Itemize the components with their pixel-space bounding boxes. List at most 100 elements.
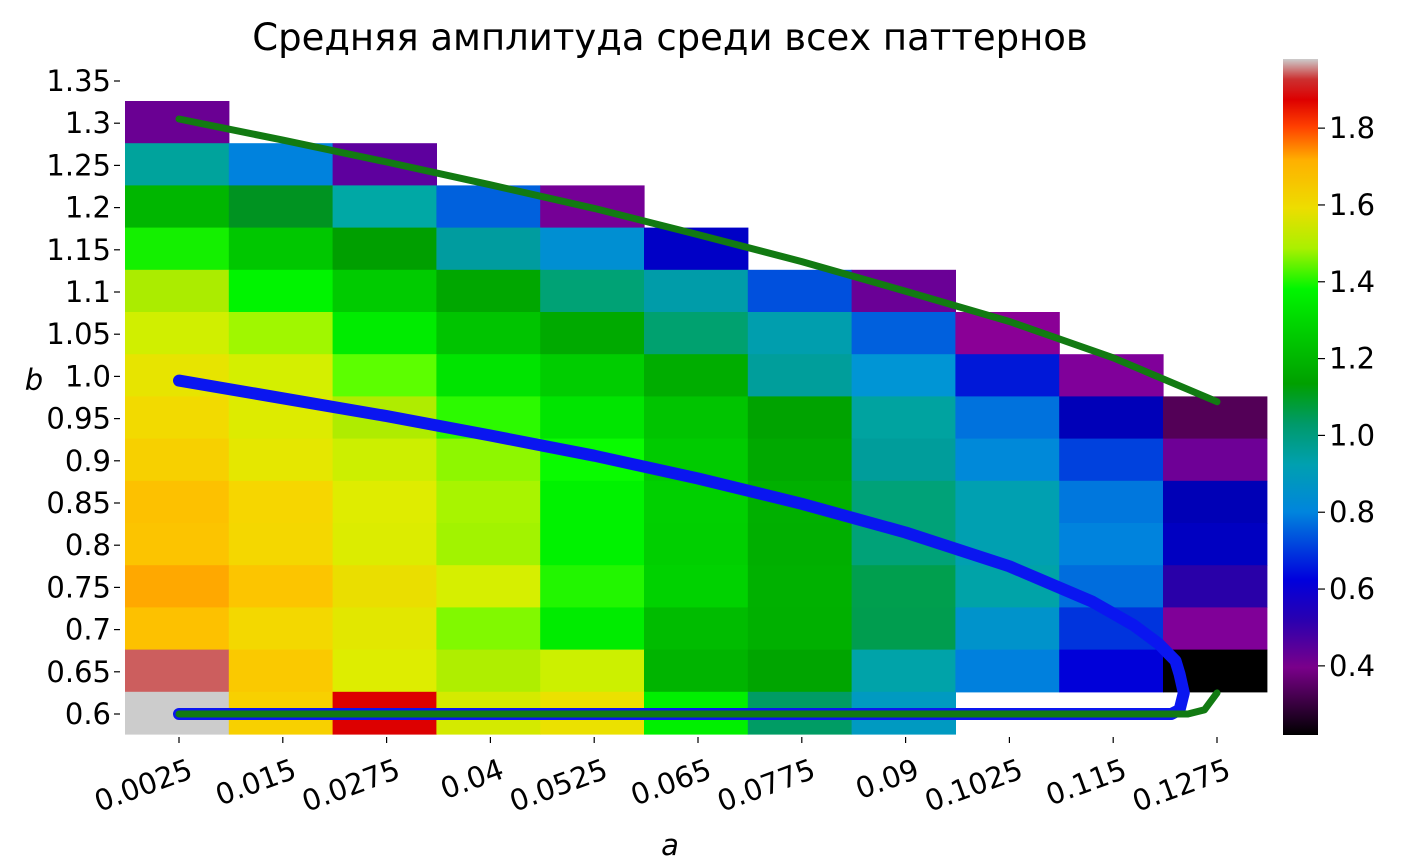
blue-curve: [173, 374, 1190, 720]
heatmap-cell: [436, 523, 541, 566]
heatmap-cell: [228, 523, 334, 566]
heatmap-cell: [540, 649, 645, 693]
heatmap-cell: [1163, 523, 1268, 566]
heatmap-cell: [125, 312, 230, 355]
colorbar-tick-label: 1.2: [1329, 342, 1375, 376]
heatmap-cell: [1059, 523, 1164, 566]
curves-layer: [173, 115, 1221, 720]
colorbar-tick-label: 0.8: [1329, 495, 1375, 529]
x-tick-label: 0.1025: [920, 752, 1027, 819]
heatmap-cell: [955, 480, 1060, 524]
heatmap-cell: [436, 312, 541, 355]
heatmap-cell: [125, 480, 230, 524]
heatmap-cell: [540, 607, 645, 651]
heatmap-cell: [540, 269, 645, 313]
heatmap-cell: [955, 438, 1060, 482]
heatmap-cell: [1059, 480, 1164, 524]
heatmap-cell: [747, 354, 853, 397]
y-tick-label: 0.65: [46, 655, 111, 689]
colorbar-tick-label: 0.6: [1329, 572, 1375, 606]
heatmap-cell: [644, 649, 749, 693]
heatmap-cell: [332, 565, 437, 608]
heatmap-cell: [125, 269, 230, 313]
heatmap-cell: [125, 438, 230, 482]
heatmap-cell: [125, 607, 230, 651]
heatmap-cell: [747, 607, 853, 651]
x-tick-label: 0.0525: [505, 752, 612, 819]
heatmap-cell: [851, 649, 956, 693]
heatmap-cell: [125, 523, 230, 566]
heatmap-cell: [747, 649, 853, 693]
heatmap-cell: [540, 523, 645, 566]
heatmap-cell: [1059, 354, 1164, 397]
heatmap-cell: [332, 269, 437, 313]
colorbar: [1283, 59, 1318, 735]
colorbar-tick-label: 0.4: [1329, 649, 1375, 683]
heatmap-cell: [228, 227, 334, 271]
heatmap-cell: [1059, 396, 1164, 440]
heatmap-cell: [747, 438, 853, 482]
heatmap-cell: [747, 565, 853, 608]
colorbar-tick-label: 1.0: [1329, 418, 1375, 452]
heatmap-cell: [644, 523, 749, 566]
colorbar-tick-label: 1.6: [1329, 188, 1375, 222]
y-tick-label: 1.25: [46, 148, 111, 182]
y-tick-label: 0.7: [65, 613, 111, 647]
y-axis: 1.35 1.3 1.25 1.2 1.15 1.1 1.05 1.0 0.95 0.9 0.85 0…: [46, 64, 120, 731]
x-tick-label: 0.065: [626, 752, 716, 812]
heatmap-cell: [125, 649, 230, 693]
heatmap-cell: [125, 396, 230, 440]
heatmap-cell: [540, 396, 645, 440]
heatmap-cell: [644, 565, 749, 608]
heatmap-cell: [747, 312, 853, 355]
y-tick-label: 0.8: [65, 528, 111, 562]
heatmap-cell: [1163, 438, 1268, 482]
heatmap-cell: [332, 438, 437, 482]
y-axis-label: b: [25, 363, 43, 397]
heatmap-cell: [644, 396, 749, 440]
heatmap-cell: [1163, 565, 1268, 608]
heatmap-cell: [228, 607, 334, 651]
heatmap-cell: [125, 101, 230, 144]
heatmap-cell: [1163, 480, 1268, 524]
heatmap-cell: [228, 565, 334, 608]
heatmap-cell: [332, 480, 437, 524]
x-tick-label: 0.015: [211, 752, 301, 812]
heatmap-cell: [1163, 607, 1268, 651]
heatmap-cell: [332, 227, 437, 271]
y-tick-label: 0.9: [65, 444, 111, 478]
x-tick-label: 0.115: [1041, 752, 1131, 812]
heatmap-cell: [955, 396, 1060, 440]
heatmap-cell: [332, 649, 437, 693]
heatmap-cell: [747, 396, 853, 440]
heatmap-cell: [228, 649, 334, 693]
colorbar-tick-label: 1.8: [1329, 111, 1375, 145]
heatmap-cell: [747, 269, 853, 313]
heatmap-cell: [436, 480, 541, 524]
heatmap-cell: [540, 480, 645, 524]
heatmap-cell: [436, 227, 541, 271]
heatmap-cell: [955, 607, 1060, 651]
y-tick-label: 0.95: [46, 402, 111, 436]
heatmap-cell: [332, 607, 437, 651]
heatmap-cell: [228, 269, 334, 313]
heatmap-cell: [228, 480, 334, 524]
y-tick-label: 1.2: [65, 191, 111, 225]
green-lower-curve: [175, 689, 1221, 718]
y-tick-label: 1.0: [65, 359, 111, 393]
y-tick-label: 0.85: [46, 486, 111, 520]
y-tick-label: 1.05: [46, 317, 111, 351]
heatmap-cell: [644, 607, 749, 651]
heatmap-cell: [955, 354, 1060, 397]
heatmap-cell: [332, 312, 437, 355]
y-tick-label: 1.3: [65, 106, 111, 140]
green-upper-curve: [175, 115, 1221, 406]
heatmap-cell: [228, 185, 334, 229]
x-tick-label: 0.04: [436, 752, 508, 806]
heatmap-cell: [125, 185, 230, 229]
colorbar-ticks: 0.4 0.6 0.8 1.0 1.2 1.4 1.6 1.8: [1318, 111, 1375, 683]
y-tick-label: 1.1: [65, 275, 111, 309]
heatmap-cell: [851, 354, 956, 397]
heatmap-cell: [125, 227, 230, 271]
